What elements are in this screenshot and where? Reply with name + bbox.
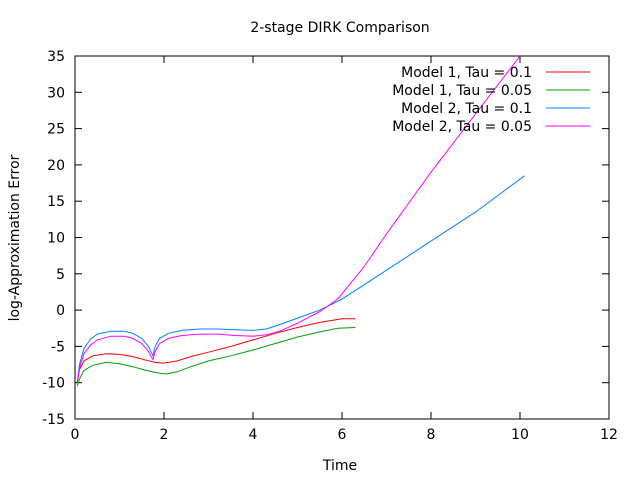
y-tick-label: 0 (56, 303, 65, 319)
x-axis-label: Time (322, 458, 357, 474)
series-line-3 (76, 175, 525, 383)
x-tick-label: 10 (511, 427, 529, 443)
y-tick-label: -10 (42, 376, 65, 392)
y-tick-label: 25 (47, 122, 65, 138)
y-tick-label: 10 (47, 231, 65, 247)
y-tick-label: 35 (47, 49, 65, 65)
series-line-1 (76, 318, 356, 383)
y-tick-label: 30 (47, 85, 65, 101)
y-tick-label: -15 (42, 412, 65, 428)
y-tick-label: -5 (51, 339, 65, 355)
series-line-4 (76, 55, 521, 383)
legend-label-4: Model 2, Tau = 0.05 (392, 119, 532, 135)
series-group (76, 55, 525, 387)
chart-title: 2-stage DIRK Comparison (250, 20, 429, 36)
legend: Model 1, Tau = 0.1 Model 1, Tau = 0.05 Mod… (392, 65, 590, 135)
legend-label-3: Model 2, Tau = 0.1 (401, 101, 532, 117)
x-tick-label: 6 (338, 427, 347, 443)
y-tick-label: 5 (56, 267, 65, 283)
y-axis-label: log-Approximation Error (7, 154, 23, 321)
x-tick-label: 0 (71, 427, 80, 443)
x-tick-label: 12 (600, 427, 618, 443)
x-tick-label: 4 (249, 427, 258, 443)
legend-label-2: Model 1, Tau = 0.05 (392, 83, 532, 99)
y-tick-label: 15 (47, 194, 65, 210)
series-line-2 (76, 327, 356, 387)
axis-ticks: 0 2 4 6 8 10 12 -15 -10 -5 0 5 10 15 20 25 30 35 (42, 49, 618, 443)
legend-label-1: Model 1, Tau = 0.1 (401, 65, 532, 81)
x-tick-label: 2 (160, 427, 169, 443)
x-tick-label: 8 (427, 427, 436, 443)
y-tick-label: 20 (47, 158, 65, 174)
